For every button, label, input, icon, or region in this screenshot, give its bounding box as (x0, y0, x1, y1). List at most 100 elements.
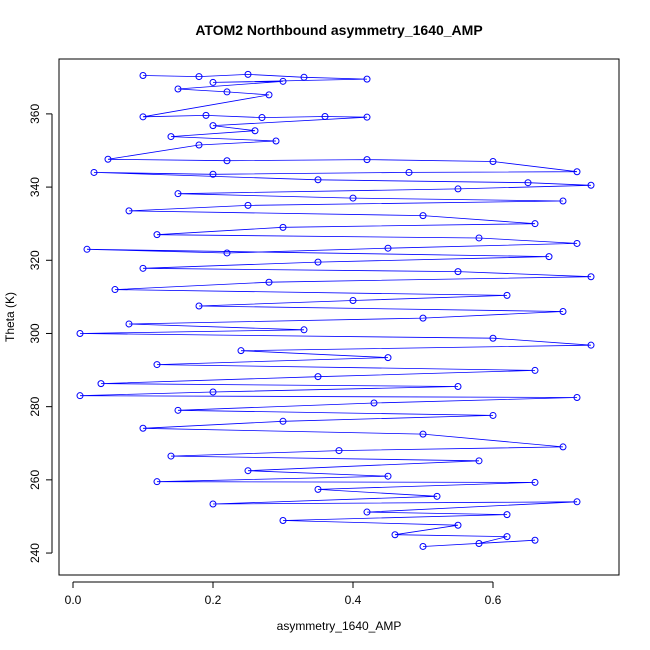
data-point (573, 168, 581, 176)
data-point (76, 392, 84, 400)
y-tick-label: 240 (28, 543, 42, 563)
data-point (90, 168, 98, 176)
data-point (223, 157, 231, 165)
data-point (209, 78, 217, 86)
data-point (419, 430, 427, 438)
data-point (559, 197, 567, 205)
data-point (300, 73, 308, 81)
x-axis-label: asymmetry_1640_AMP (277, 619, 402, 633)
data-point (244, 70, 252, 78)
data-point (174, 85, 182, 93)
data-point (391, 531, 399, 539)
plot-frame (58, 58, 620, 576)
data-point (174, 190, 182, 198)
data-point (524, 179, 532, 187)
x-tick-label: 0.4 (345, 593, 362, 607)
data-point (531, 220, 539, 228)
data-point (573, 498, 581, 506)
data-point (587, 181, 595, 189)
data-point (153, 478, 161, 486)
data-point (454, 185, 462, 193)
data-point (321, 112, 329, 120)
x-tick-label: 0.2 (205, 593, 222, 607)
data-point (454, 521, 462, 529)
data-point (223, 88, 231, 96)
data-point (209, 170, 217, 178)
data-point (475, 457, 483, 465)
data-point (167, 452, 175, 460)
data-point (139, 424, 147, 432)
y-tick-label: 320 (28, 250, 42, 270)
data-point (223, 249, 231, 257)
data-point (83, 245, 91, 253)
y-tick-label: 260 (28, 470, 42, 490)
data-point (265, 278, 273, 286)
data-point (531, 478, 539, 486)
data-point (174, 406, 182, 414)
y-tick-label: 280 (28, 396, 42, 416)
data-point (209, 122, 217, 130)
data-point (209, 500, 217, 508)
chart-title: ATOM2 Northbound asymmetry_1640_AMP (195, 22, 482, 38)
x-axis: 0.0 0.2 0.4 0.6 (65, 581, 502, 607)
series-line (79, 73, 592, 547)
data-point (531, 366, 539, 374)
y-axis-label: Theta (K) (3, 292, 17, 342)
data-point (139, 113, 147, 121)
data-point (265, 91, 273, 99)
data-point (125, 320, 133, 328)
data-point (419, 314, 427, 322)
data-point (279, 516, 287, 524)
data-point (370, 399, 378, 407)
data-point (503, 291, 511, 299)
data-point (104, 155, 112, 163)
data-point (559, 443, 567, 451)
data-point (314, 373, 322, 381)
data-point (489, 411, 497, 419)
data-point (237, 347, 245, 355)
x-tick-label: 0.0 (65, 593, 82, 607)
data-point (153, 231, 161, 239)
data-point (475, 234, 483, 242)
data-point (139, 71, 147, 79)
data-point (258, 114, 266, 122)
data-point (489, 157, 497, 165)
data-point (153, 361, 161, 369)
y-tick-label: 300 (28, 323, 42, 343)
data-point (587, 273, 595, 281)
y-tick-label: 360 (28, 104, 42, 124)
data-point (314, 485, 322, 493)
data-point (244, 201, 252, 209)
data-point (559, 308, 567, 316)
data-point (76, 329, 84, 337)
data-point (454, 383, 462, 391)
y-axis: 240 260 280 300 320 340 360 (28, 104, 53, 563)
data-point (419, 212, 427, 220)
plot-area (76, 70, 595, 550)
data-point (349, 194, 357, 202)
data-point (489, 334, 497, 342)
data-point (349, 297, 357, 305)
data-point (573, 394, 581, 402)
data-point (384, 244, 392, 252)
data-point (363, 156, 371, 164)
data-point (384, 354, 392, 362)
data-point (363, 113, 371, 121)
data-point (531, 536, 539, 544)
data-point (314, 258, 322, 266)
data-point (454, 268, 462, 276)
data-point (139, 264, 147, 272)
data-point (587, 341, 595, 349)
data-point (279, 77, 287, 85)
data-point (209, 388, 217, 396)
data-point (244, 467, 252, 475)
data-point (573, 239, 581, 247)
data-point (202, 111, 210, 119)
x-tick-label: 0.6 (485, 593, 502, 607)
data-point (475, 540, 483, 548)
data-point (503, 533, 511, 541)
data-point (363, 75, 371, 83)
data-point (384, 472, 392, 480)
data-point (503, 511, 511, 519)
